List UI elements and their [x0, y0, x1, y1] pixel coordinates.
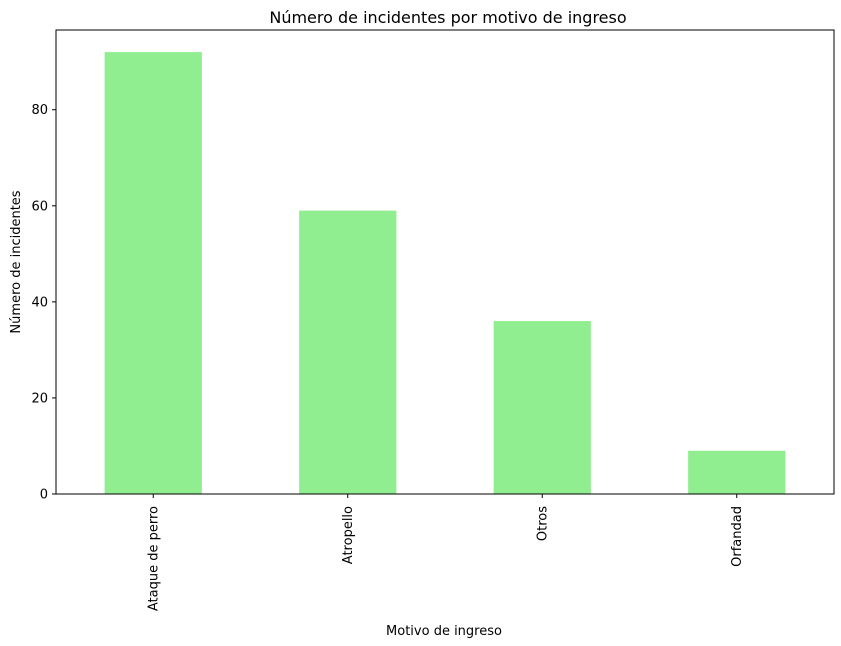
- x-tick-label: Orfandad: [730, 506, 745, 567]
- x-axis-title: Motivo de ingreso: [386, 624, 502, 639]
- bar-1: [299, 210, 397, 494]
- bar-0: [104, 52, 202, 494]
- x-tick-label: Atropello: [341, 506, 356, 564]
- y-tick-label: 20: [31, 391, 48, 406]
- bar-3: [688, 450, 786, 494]
- x-tick-label: Ataque de perro: [146, 506, 161, 611]
- bar-2: [493, 321, 591, 494]
- x-axis-ticks: Ataque de perro Atropello Otros Orfandad: [146, 494, 745, 611]
- y-tick-label: 40: [31, 295, 48, 310]
- chart-title: Número de incidentes por motivo de ingre…: [269, 8, 626, 27]
- y-axis-ticks: 0 20 40 60 80: [31, 103, 56, 503]
- plot-frame: [55, 29, 835, 495]
- y-axis-title: Número de incidentes: [9, 190, 24, 333]
- y-tick-label: 0: [40, 488, 48, 503]
- y-tick-label: 80: [31, 103, 48, 118]
- plot-area: [104, 52, 786, 494]
- x-tick-label: Otros: [535, 506, 550, 541]
- y-tick-label: 60: [31, 199, 48, 214]
